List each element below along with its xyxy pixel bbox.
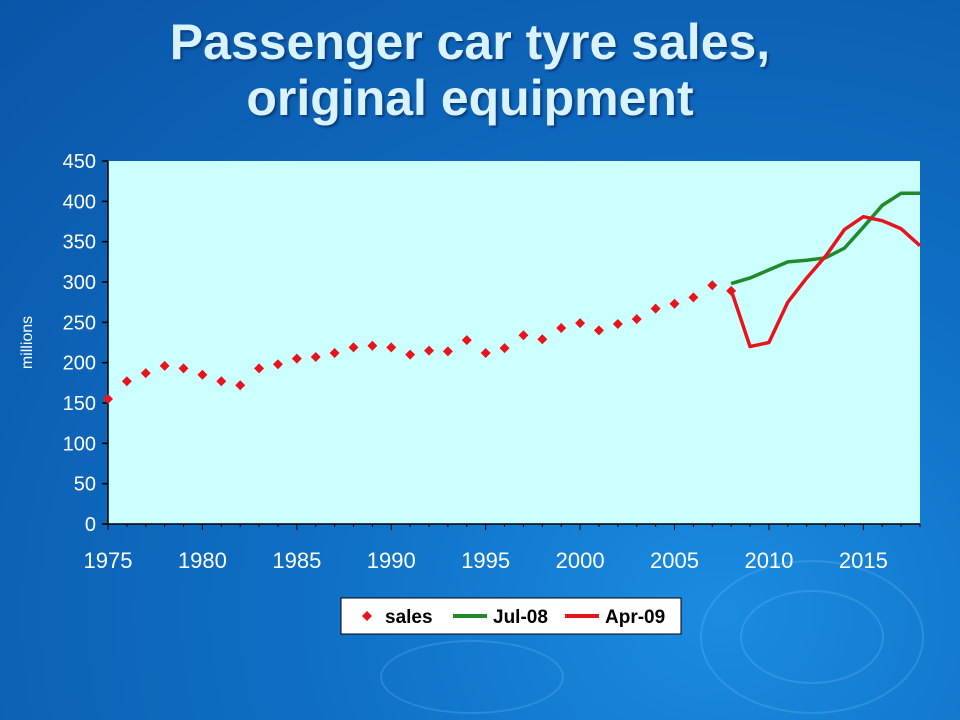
ripple-decoration [380, 640, 564, 714]
sales-point [367, 340, 378, 351]
legend-marker-sales [362, 611, 372, 621]
page-title: Passenger car tyre sales, original equip… [0, 14, 940, 126]
sales-point [329, 347, 340, 358]
sales-point [348, 342, 359, 353]
y-tick-label: 250 [63, 312, 96, 334]
sales-point [612, 318, 623, 329]
sales-point [235, 380, 246, 391]
title-line-1: Passenger car tyre sales, [169, 14, 771, 70]
sales-point [121, 376, 132, 387]
sales-point [424, 345, 435, 356]
sales-point [272, 359, 283, 370]
sales-point [650, 303, 661, 314]
sales-point [688, 292, 699, 303]
sales-point [480, 347, 491, 358]
sales-point [103, 393, 113, 404]
y-tick-label: 100 [63, 433, 96, 455]
x-tick-label: 1985 [272, 548, 321, 573]
sales-point [178, 363, 189, 374]
x-tick-label: 1975 [84, 548, 133, 573]
y-tick-label: 400 [63, 191, 96, 213]
sales-point [461, 335, 472, 346]
y-tick-label: 450 [63, 151, 96, 173]
sales-point [499, 343, 510, 354]
series-line-apr-09 [729, 214, 922, 349]
sales-point [631, 314, 642, 325]
sales-point [197, 369, 208, 380]
sales-point [518, 330, 529, 341]
y-tick-label: 50 [74, 474, 96, 496]
sales-point [442, 346, 453, 357]
sales-point [291, 353, 302, 364]
x-tick-label: 1990 [367, 548, 416, 573]
y-tick-label: 350 [63, 232, 96, 254]
y-tick-label: 150 [63, 393, 96, 415]
sales-point [575, 318, 586, 329]
x-tick-label: 2005 [650, 548, 699, 573]
sales-point [707, 280, 718, 291]
x-tick-label: 2015 [839, 548, 888, 573]
sales-point [405, 349, 416, 360]
sales-point [310, 352, 321, 363]
plot-area [108, 161, 920, 524]
y-tick-label: 300 [63, 272, 96, 294]
legend-label: Jul-08 [493, 607, 548, 628]
y-tick-label: 0 [85, 514, 96, 536]
sales-point [593, 325, 604, 336]
sales-point [556, 322, 567, 333]
sales-point [159, 360, 170, 371]
sales-point [254, 363, 265, 374]
x-tick-label: 2000 [556, 548, 605, 573]
sales-point [140, 368, 151, 379]
x-tick-label: 1980 [178, 548, 227, 573]
x-tick-label: 1995 [461, 548, 510, 573]
y-tick-label: 200 [63, 353, 96, 375]
sales-point [537, 334, 548, 345]
legend-label: Apr-09 [605, 607, 665, 628]
sales-point [669, 298, 680, 309]
ripple-decoration [740, 590, 884, 684]
ripple-decoration [700, 560, 924, 714]
sales-point [386, 342, 397, 353]
y-axis-label: millions [19, 316, 36, 369]
title-line-2: original equipment [246, 70, 694, 126]
sales-point [216, 376, 227, 387]
legend-label: sales [385, 607, 433, 628]
legend-box [340, 597, 682, 635]
x-tick-label: 2010 [744, 548, 793, 573]
